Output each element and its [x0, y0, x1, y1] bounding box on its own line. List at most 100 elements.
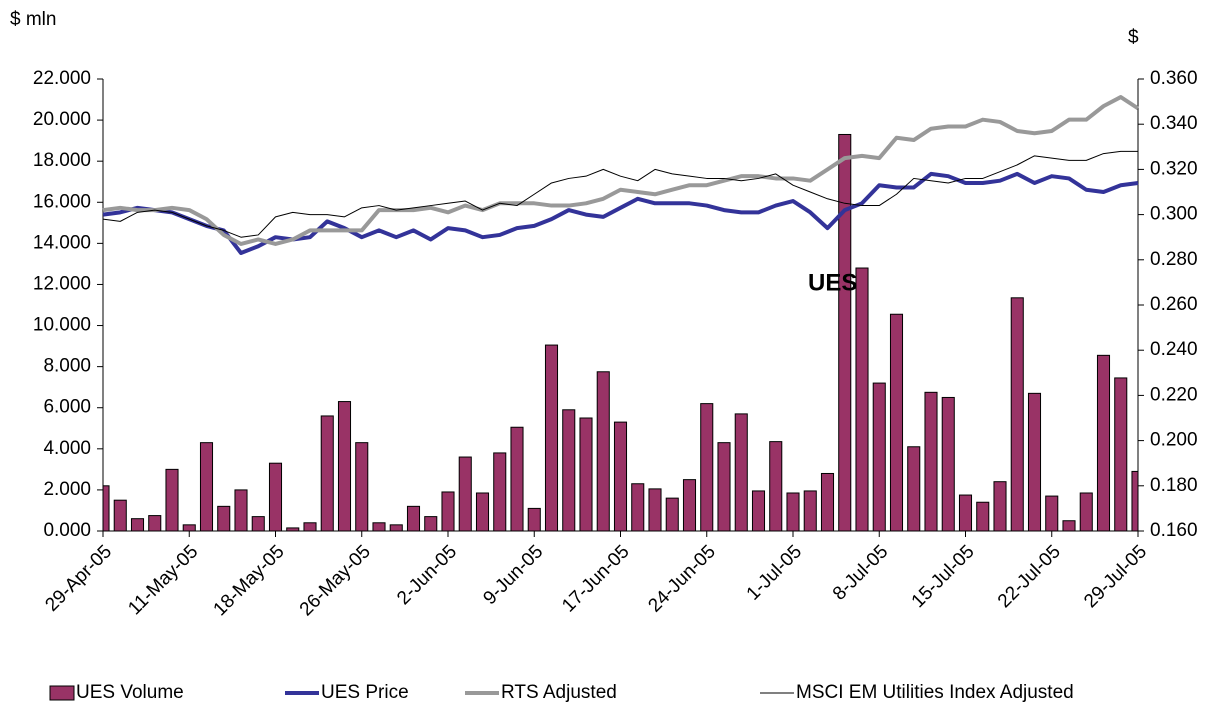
bar [527, 507, 541, 532]
bar [786, 492, 800, 532]
x-tick-label: 29-Jul-05 [1080, 541, 1151, 612]
x-tick-label: 11-May-05 [124, 541, 202, 619]
bar [976, 501, 990, 532]
bar [372, 522, 386, 532]
y-tick-label: 22.000 [33, 68, 91, 89]
bar [234, 489, 248, 532]
y2-tick-label: 0.280 [1150, 249, 1198, 270]
bar [613, 421, 628, 532]
bar [803, 490, 817, 532]
bar [1010, 297, 1024, 532]
y-tick-label: 6.000 [43, 397, 91, 418]
y-tick-label: 12.000 [33, 273, 91, 294]
bar [1079, 492, 1093, 532]
bar [182, 524, 196, 532]
bar [838, 133, 852, 532]
x-tick-label: 17-Jun-05 [558, 541, 633, 616]
bar [424, 516, 438, 532]
y2-tick-label: 0.220 [1150, 384, 1198, 405]
y2-axis-label: $ [1128, 27, 1139, 48]
y-tick-label: 10.000 [33, 315, 91, 336]
bar [941, 396, 955, 532]
bar [251, 516, 265, 532]
bar [458, 456, 472, 532]
bar [700, 403, 714, 532]
bar [406, 505, 421, 532]
legend-label: UES Price [321, 682, 409, 703]
x-tick-label: 24-Jun-05 [644, 541, 719, 616]
bars [103, 133, 1138, 532]
y-axis-label: $ mln [10, 9, 56, 30]
bar [907, 446, 921, 532]
line [102, 171, 1139, 256]
bar [1131, 470, 1138, 532]
bar [562, 409, 576, 532]
bar [924, 391, 938, 532]
bar [199, 442, 214, 532]
bar [855, 267, 869, 532]
bar [441, 491, 455, 532]
y2-tick-label: 0.320 [1150, 158, 1198, 179]
bar [717, 442, 731, 532]
bar [148, 515, 162, 532]
bar [958, 494, 973, 532]
legend-label: RTS Adjusted [501, 682, 617, 703]
bar [165, 468, 179, 532]
bar [493, 452, 507, 532]
legend-label: MSCI EM Utilities Index Adjusted [796, 682, 1074, 703]
bar [320, 415, 334, 532]
x-tick-label: 26-May-05 [296, 541, 375, 620]
x-tick-label: 9-Jun-05 [479, 541, 547, 609]
bar [993, 481, 1007, 532]
bar [596, 371, 610, 532]
x-tick-label: 22-Jul-05 [994, 541, 1065, 612]
x-tick-label: 2-Jun-05 [393, 541, 461, 609]
x-tick-label: 18-May-05 [210, 541, 289, 620]
y2-tick-label: 0.360 [1150, 68, 1198, 89]
bar [631, 483, 645, 532]
x-tick-label: 1-Jul-05 [743, 541, 806, 604]
bar [389, 524, 403, 532]
line [102, 95, 1140, 246]
x-tick-label: 8-Jul-05 [829, 541, 892, 604]
y-tick-label: 2.000 [43, 479, 91, 500]
bar [751, 490, 766, 532]
y-tick-label: 8.000 [43, 356, 91, 377]
annotation: UES [808, 269, 857, 296]
bar [889, 313, 904, 532]
bar [1096, 354, 1111, 532]
bar [475, 492, 490, 532]
y2-tick-label: 0.180 [1150, 475, 1198, 496]
line [102, 150, 1138, 238]
y-tick-label: 14.000 [33, 232, 91, 253]
y2-tick-label: 0.240 [1150, 339, 1198, 360]
bar [217, 505, 231, 532]
y2-tick-label: 0.300 [1150, 204, 1198, 225]
bar [268, 462, 283, 532]
y-tick-label: 20.000 [33, 109, 91, 130]
bar [303, 522, 317, 532]
bar [130, 518, 145, 532]
y2-tick-label: 0.260 [1150, 294, 1198, 315]
y-tick-label: 16.000 [33, 191, 91, 212]
bar [872, 382, 886, 532]
bar [1027, 392, 1042, 532]
y-tick-label: 4.000 [43, 438, 91, 459]
bar [769, 441, 783, 532]
y-tick-label: 0.000 [43, 520, 91, 541]
bar [544, 344, 559, 532]
bar [579, 417, 593, 532]
y2-tick-label: 0.160 [1150, 520, 1198, 541]
bar [1045, 495, 1059, 532]
x-tick-label: 29-Apr-05 [41, 541, 116, 616]
bar [113, 499, 127, 532]
bar [734, 413, 748, 532]
bar [1114, 377, 1128, 532]
bar [665, 497, 679, 532]
bar [820, 472, 835, 532]
bar [648, 488, 662, 532]
bar [682, 479, 697, 532]
bar [337, 401, 352, 532]
legend-swatch [49, 685, 75, 701]
